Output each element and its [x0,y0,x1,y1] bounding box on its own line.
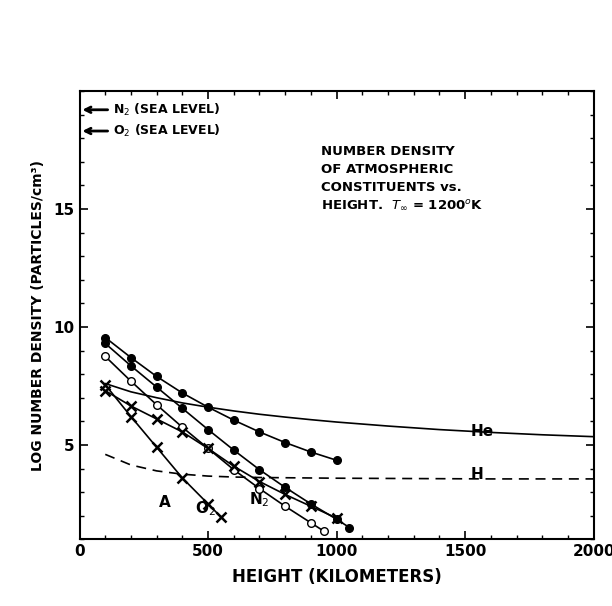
Text: H: H [470,467,483,482]
Text: O$_2$: O$_2$ [195,499,216,518]
Text: N$_2$: N$_2$ [249,490,270,508]
Text: A: A [159,495,170,510]
Text: O$_2$ (SEA LEVEL): O$_2$ (SEA LEVEL) [113,123,221,139]
Text: He: He [470,424,493,439]
Text: NUMBER DENSITY
OF ATMOSPHERIC
CONSTITUENTS vs.
HEIGHT.  $T_{\infty}$ = 1200$^o$K: NUMBER DENSITY OF ATMOSPHERIC CONSTITUEN… [321,145,483,213]
Text: N$_2$ (SEA LEVEL): N$_2$ (SEA LEVEL) [113,102,220,118]
Y-axis label: LOG NUMBER DENSITY (PARTICLES/cm³): LOG NUMBER DENSITY (PARTICLES/cm³) [31,159,45,471]
X-axis label: HEIGHT (KILOMETERS): HEIGHT (KILOMETERS) [232,568,441,585]
